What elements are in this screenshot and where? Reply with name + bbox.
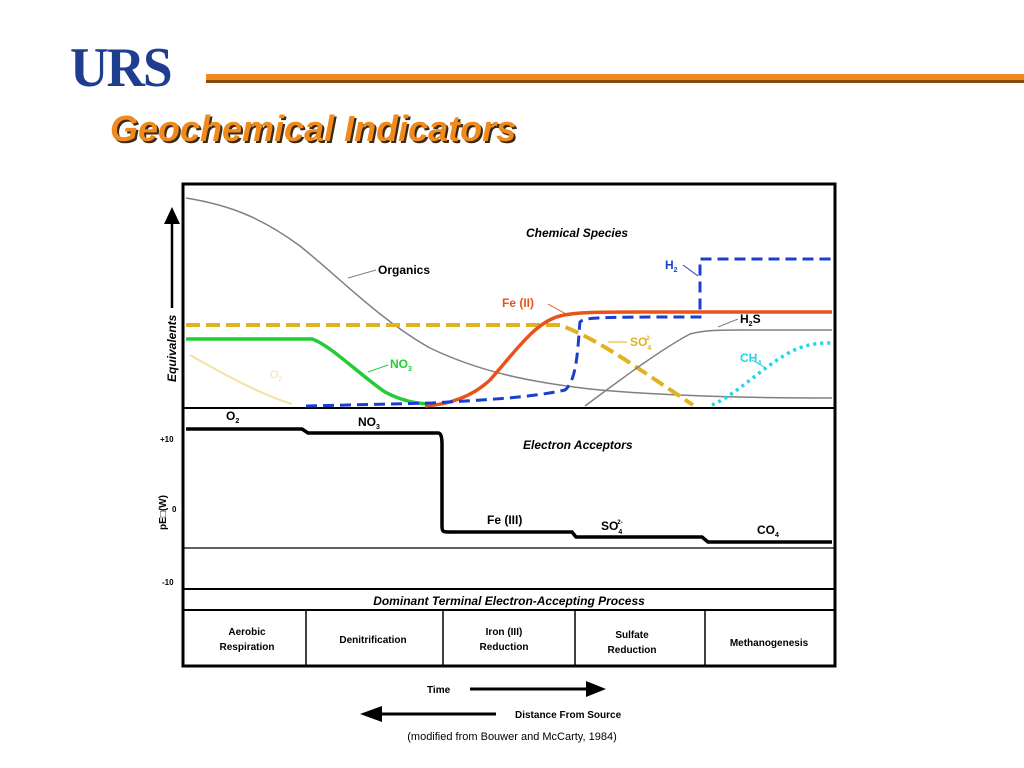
h2-leader bbox=[682, 264, 699, 277]
y-axis-arrow-head bbox=[164, 207, 180, 224]
organics-curve bbox=[185, 197, 833, 399]
y-axis-label: Equivalents bbox=[165, 314, 179, 382]
fe-ii-curve bbox=[424, 310, 832, 408]
chemical-species-heading: Chemical Species bbox=[526, 226, 628, 240]
electron-acceptors-heading: Electron Acceptors bbox=[523, 438, 633, 452]
ch4-label: CH4 bbox=[740, 351, 761, 367]
no3-curve bbox=[186, 337, 433, 406]
ch4-leader bbox=[751, 359, 767, 369]
organics-label: Organics bbox=[378, 263, 430, 277]
h2s-label: H2S bbox=[740, 312, 761, 328]
process-sulfate-line1: Sulfate bbox=[615, 630, 649, 641]
process-iron-line2: Reduction bbox=[480, 642, 529, 653]
step-label-co4: CO4 bbox=[757, 523, 779, 539]
process-iron-line1: Iron (III) bbox=[486, 627, 523, 638]
process-aerobic-line2: Respiration bbox=[219, 642, 274, 653]
step-label-no3: NO3 bbox=[358, 415, 380, 431]
no3-leader bbox=[367, 364, 389, 373]
step-label-o2: O2 bbox=[226, 409, 239, 425]
h2s-leader bbox=[717, 318, 739, 328]
pe-tick-minus10: -10 bbox=[162, 578, 174, 587]
pe-step-line bbox=[186, 427, 832, 544]
fe-ii-leader bbox=[547, 303, 567, 315]
ch4-curve bbox=[711, 341, 833, 407]
process-denitrification: Denitrification bbox=[339, 635, 406, 646]
urs-logo: URS bbox=[70, 37, 173, 99]
h2s-curve bbox=[584, 329, 832, 407]
time-label: Time bbox=[427, 685, 451, 696]
distance-arrow-head bbox=[360, 706, 382, 722]
so4-label: SO42- bbox=[630, 335, 652, 352]
step-label-fe-iii: Fe (III) bbox=[487, 513, 522, 527]
h2-label: H2 bbox=[665, 258, 678, 274]
diagram-frame bbox=[181, 182, 837, 668]
process-sulfate-line2: Reduction bbox=[608, 645, 657, 656]
so4-curve bbox=[186, 323, 695, 407]
step-label-so4: SO42- bbox=[601, 519, 623, 536]
pe-axis-label: pE□(W) bbox=[158, 495, 169, 530]
time-arrow-head bbox=[586, 681, 606, 697]
pe-tick-plus10: +10 bbox=[160, 435, 174, 444]
process-aerobic-line1: Aerobic bbox=[228, 627, 266, 638]
distance-label: Distance From Source bbox=[515, 710, 622, 721]
h2-curve bbox=[305, 257, 832, 408]
organics-leader bbox=[347, 269, 377, 279]
o2-faint-label: O2 bbox=[270, 369, 283, 383]
process-methanogenesis: Methanogenesis bbox=[730, 638, 809, 649]
page-title: Geochemical Indicators bbox=[110, 108, 517, 149]
figure-caption: (modified from Bouwer and McCarty, 1984) bbox=[407, 731, 617, 743]
fe-ii-label: Fe (II) bbox=[502, 296, 534, 310]
process-heading: Dominant Terminal Electron-Accepting Pro… bbox=[373, 594, 645, 608]
pe-tick-zero: 0 bbox=[172, 505, 177, 514]
no3-label: NO3 bbox=[390, 357, 412, 373]
header-rule bbox=[206, 74, 1024, 83]
o2-curve bbox=[189, 354, 293, 405]
